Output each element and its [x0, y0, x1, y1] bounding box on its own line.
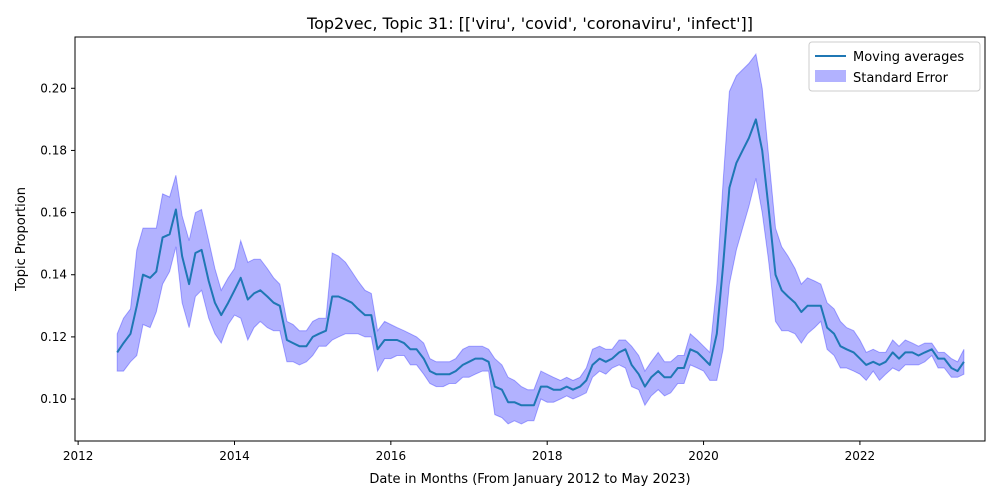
- x-tick-label: 2018: [532, 449, 563, 463]
- x-tick-label: 2020: [688, 449, 719, 463]
- moving-average-line: [116, 118, 965, 407]
- y-tick-label: 0.10: [40, 392, 67, 406]
- x-axis-label: Date in Months (From January 2012 to May…: [369, 472, 690, 487]
- y-tick-label: 0.16: [40, 206, 67, 220]
- plot-area: [74, 36, 986, 442]
- x-tick-label: 2016: [376, 449, 407, 463]
- legend-box: [808, 41, 981, 92]
- x-tick-label: 2022: [845, 449, 876, 463]
- y-tick-label: 0.12: [40, 330, 67, 344]
- legend: Moving averages Standard Error: [808, 41, 981, 92]
- plot-frame: [74, 36, 986, 442]
- moving-average-line-layer: [116, 118, 965, 407]
- standard-error-band-layer: [116, 52, 965, 425]
- legend-band-swatch: [815, 70, 846, 82]
- y-axis-label: Topic Proportion: [14, 187, 29, 292]
- y-tick-label: 0.20: [40, 81, 67, 95]
- legend-label-moving-averages: Moving averages: [853, 50, 964, 65]
- chart-title: Top2vec, Topic 31: [['viru', 'covid', 'c…: [306, 14, 753, 33]
- x-axis: 2012 2014 2016 2018 2020 2022: [63, 441, 875, 463]
- legend-label-standard-error: Standard Error: [853, 71, 949, 86]
- y-tick-label: 0.14: [40, 268, 67, 282]
- standard-error-band: [116, 52, 965, 425]
- y-tick-label: 0.18: [40, 143, 67, 157]
- x-tick-label: 2012: [63, 449, 94, 463]
- x-tick-label: 2014: [219, 449, 250, 463]
- y-axis: 0.10 0.12 0.14 0.16 0.18 0.20: [40, 81, 75, 406]
